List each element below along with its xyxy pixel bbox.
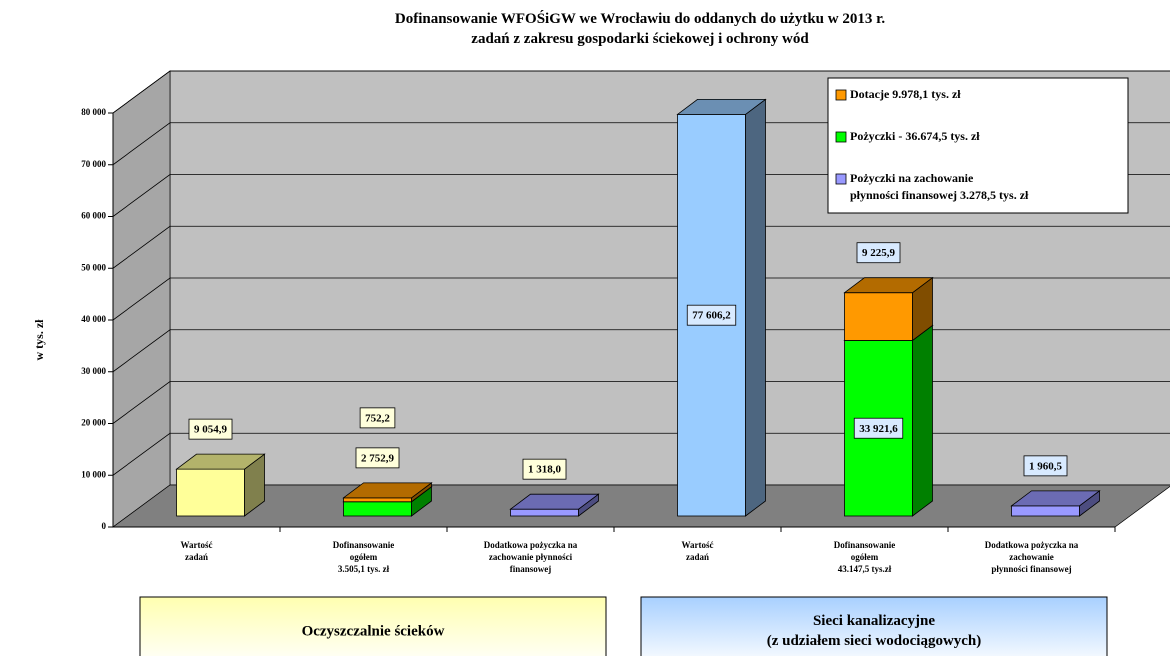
y-tick-label: 60 000 [81,211,106,221]
value-label-box [359,407,396,429]
value-label-box [522,458,567,480]
y-tick-label: 20 000 [81,418,106,428]
value-label-bg [356,447,399,468]
x-tick-label: Wartość zadań [682,540,714,562]
bar [510,508,579,517]
legend-label: Pożyczki na zachowanie płynności finansow… [850,171,1029,202]
value-label-bg [360,407,395,428]
legend-label: Dotacje 9.978,1 tys. zł [850,87,961,101]
value-label-bg [189,419,232,440]
x-tick-label: Dofinansowanie ogółem 43.147,5 tys.zł [834,540,896,574]
chart-title: Dofinansowanie WFOŚiGW we Wrocławiu do o… [395,10,885,47]
x-tick-label: Dofinansowanie ogółem 3.505,1 tys. zł [333,540,395,574]
y-tick-label: 10 000 [81,469,106,479]
value-label-box [188,418,233,440]
value-label: 9 225,9 [862,247,896,259]
grid-line [112,432,1170,476]
group-label: Oczyszczalnie ścieków [302,623,445,639]
y-tick-label: 70 000 [81,159,106,169]
group-box [640,596,1108,656]
grid-line [112,329,1170,373]
value-label: 33 921,6 [859,423,898,435]
legend-key [835,131,847,143]
bar [343,497,412,503]
value-label: 1 960,5 [1029,460,1063,472]
value-label: 9 054,9 [194,424,228,436]
x-tick-label: Dodatkowa pożyczka na zachowanie płynnośc… [484,540,578,574]
value-label-box [1023,455,1068,477]
value-label-bg [854,418,903,439]
y-tick-label: 30 000 [81,366,106,376]
bar-side [745,98,766,517]
legend-key [835,89,847,101]
grid-line [112,381,1170,424]
value-label: 77 606,2 [692,310,731,322]
y-tick-label: 0 [102,521,107,531]
grid-line [112,225,1170,269]
bar-top [843,277,934,294]
legend-box [827,77,1129,214]
x-tick-label: Dodatkowa pożyczka na zachowanie płynności… [985,540,1079,574]
bar-top [509,493,600,510]
x-tick-label: Wartość zadań [181,540,213,562]
value-label: 2 752,9 [361,452,395,464]
bar [1011,505,1080,517]
bar [176,468,245,517]
value-label: 752,2 [365,412,390,424]
group-box [139,596,607,656]
value-label-bg [1024,455,1067,476]
legend-key [835,173,847,185]
y-tick-label: 80 000 [81,107,106,117]
y-axis-label: w tys. zł [32,319,46,361]
grid-line [112,277,1170,321]
bar [343,501,412,517]
bar [844,292,913,341]
value-label-box [686,304,737,326]
y-tick-label: 50 000 [81,262,106,272]
value-label-bg [523,459,566,480]
bar-top [1010,490,1101,507]
value-label-bg [857,242,900,263]
bar-top [342,482,433,499]
bar-side [912,324,933,517]
bar-top [175,453,266,470]
group-label: Sieci kanalizacyjne (z udziałem sieci wod… [767,613,982,649]
value-label-box [856,242,901,264]
value-label-box [853,417,904,439]
bar-top [676,98,767,115]
value-label: 1 318,0 [528,464,562,476]
value-label-box [355,447,400,469]
grid-line [112,70,1170,114]
y-tick-label: 40 000 [81,314,106,324]
legend-label: Pożyczki - 36.674,5 tys. zł [850,129,980,143]
value-label-bg [687,305,736,326]
